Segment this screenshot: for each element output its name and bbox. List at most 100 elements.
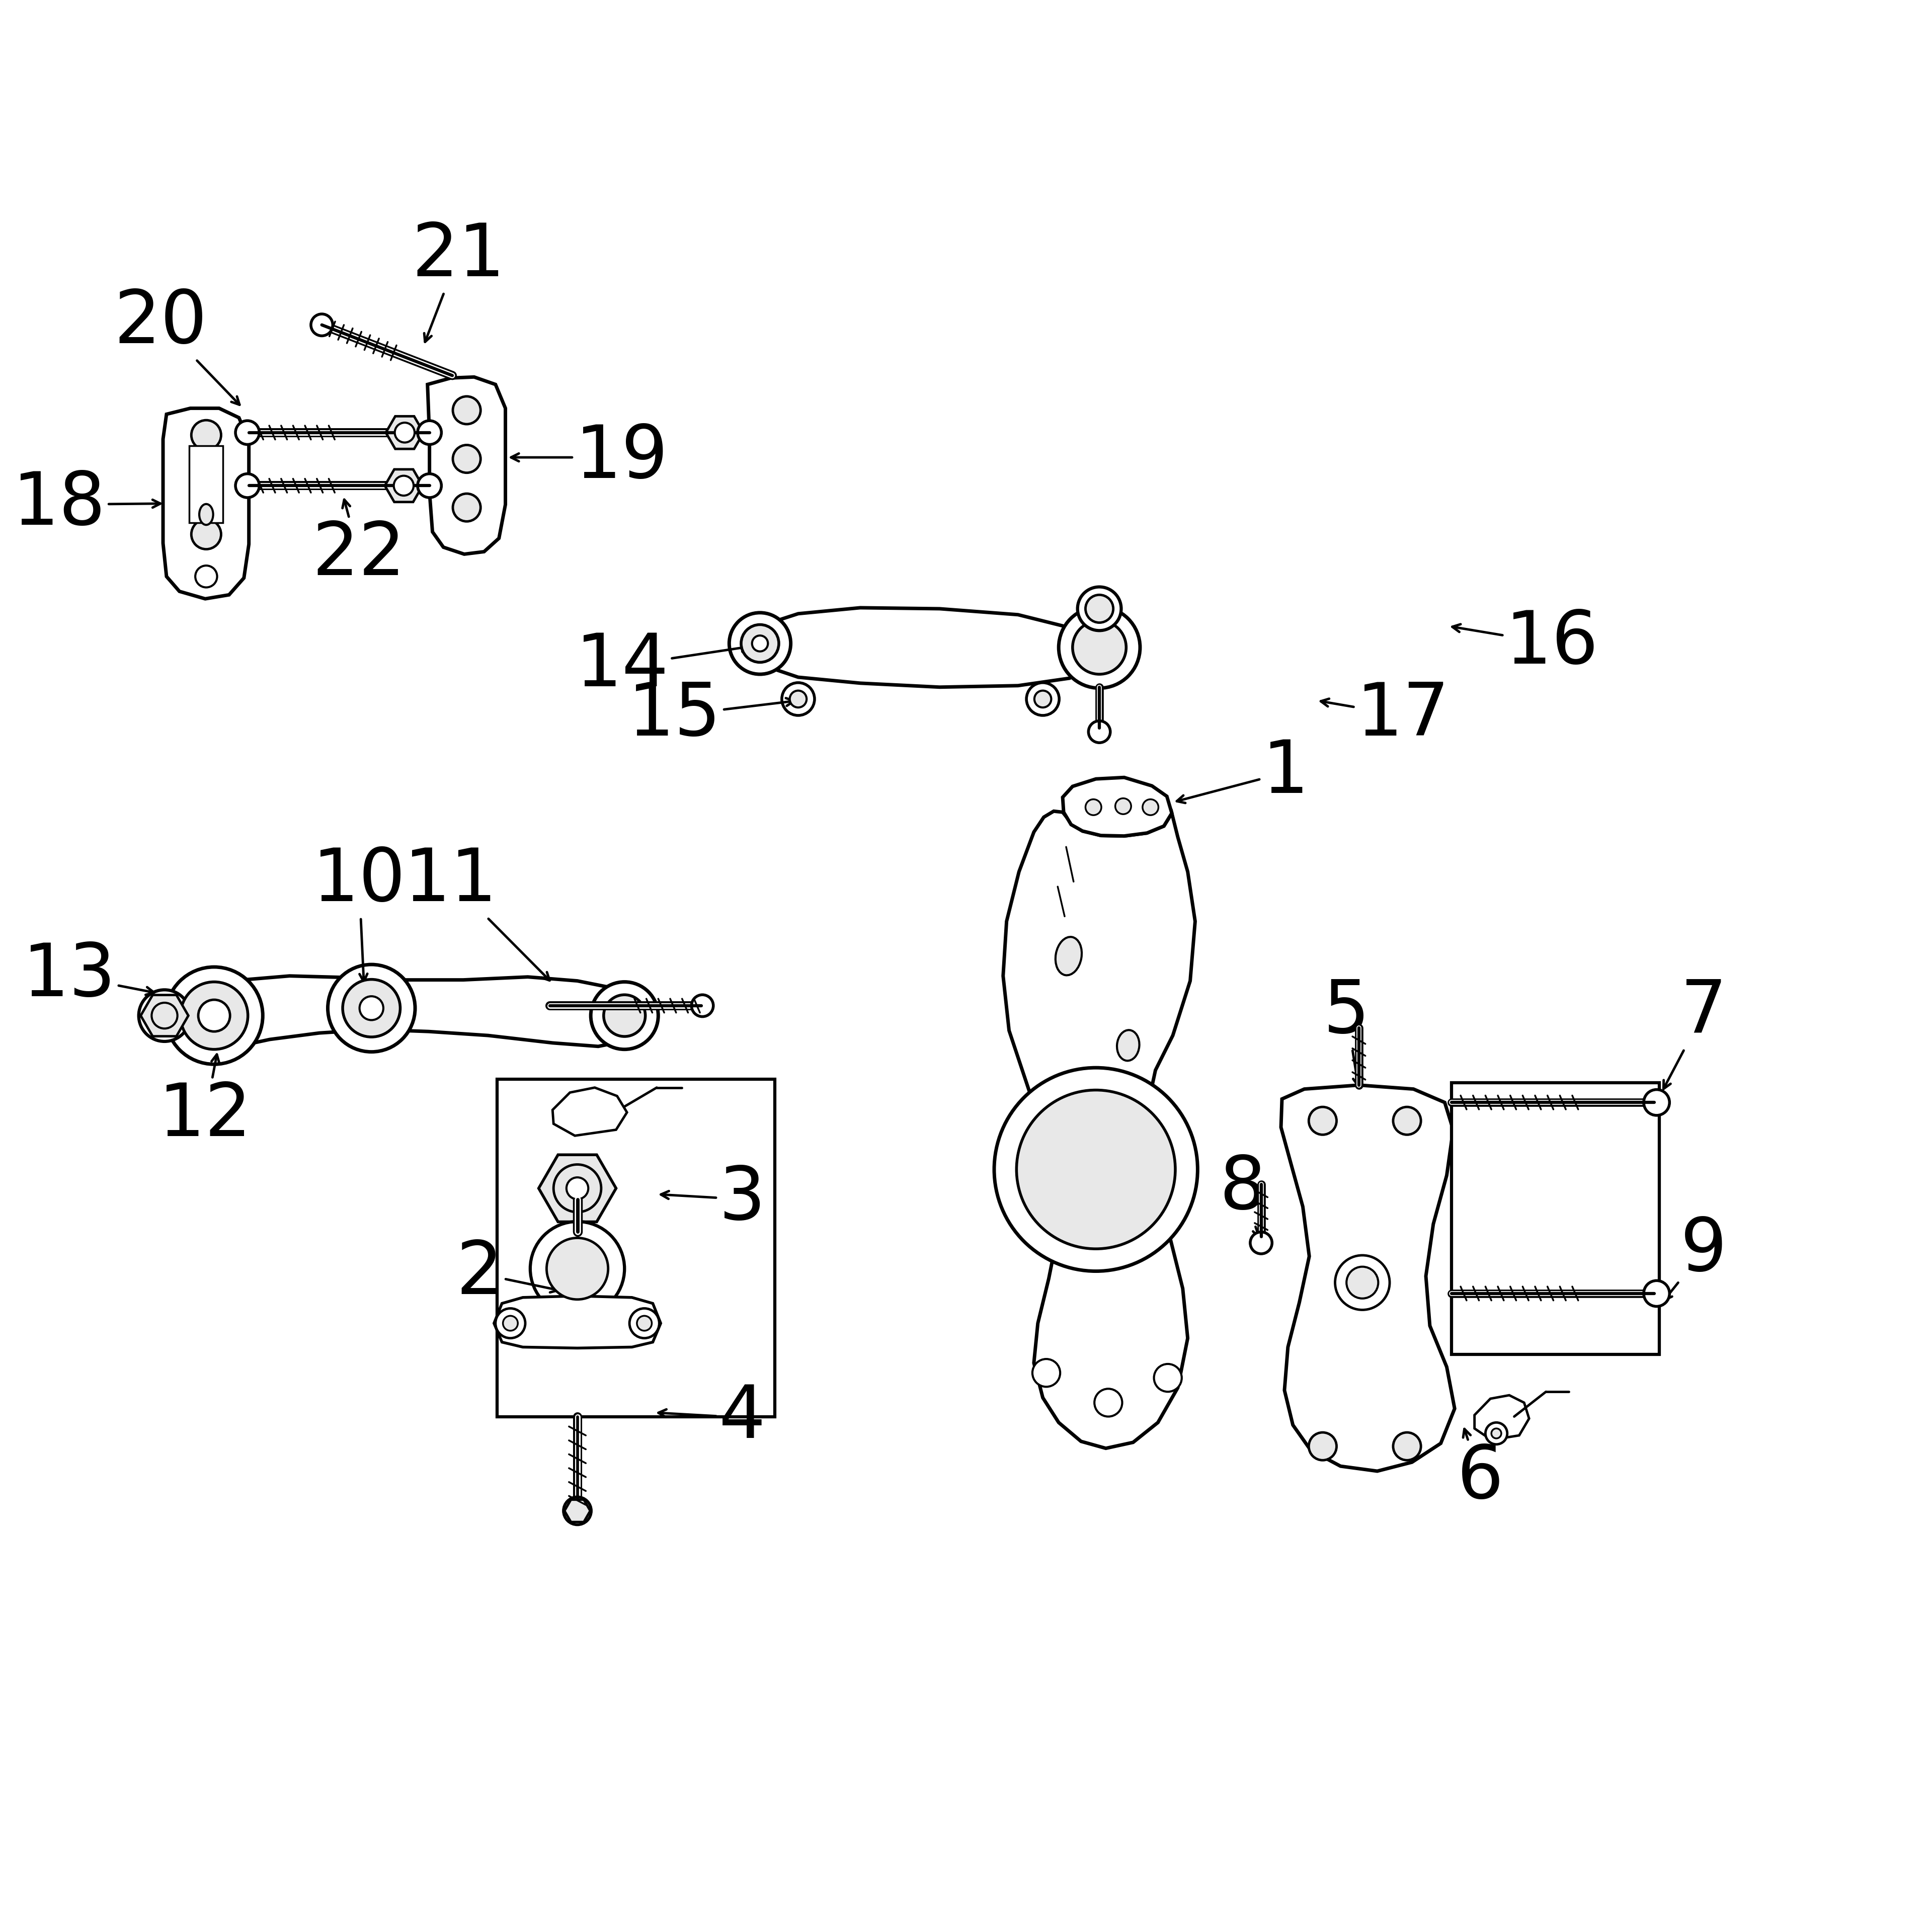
Circle shape xyxy=(782,682,815,715)
Circle shape xyxy=(1308,1432,1337,1461)
Circle shape xyxy=(564,1497,591,1524)
Text: 10: 10 xyxy=(313,846,406,981)
Text: 15: 15 xyxy=(628,680,794,752)
Polygon shape xyxy=(495,1296,661,1349)
Polygon shape xyxy=(162,408,249,599)
Polygon shape xyxy=(553,1088,628,1136)
Circle shape xyxy=(1078,587,1121,630)
Text: 2: 2 xyxy=(456,1238,558,1310)
Circle shape xyxy=(1142,800,1159,815)
Text: 6: 6 xyxy=(1457,1430,1503,1513)
Circle shape xyxy=(1032,1358,1061,1387)
Circle shape xyxy=(417,473,440,498)
Polygon shape xyxy=(1281,1086,1455,1470)
Circle shape xyxy=(1393,1432,1420,1461)
Circle shape xyxy=(452,493,481,522)
Polygon shape xyxy=(427,377,506,554)
Circle shape xyxy=(342,980,400,1037)
Circle shape xyxy=(180,981,247,1049)
Polygon shape xyxy=(539,1155,616,1221)
Circle shape xyxy=(1335,1256,1389,1310)
Polygon shape xyxy=(141,995,187,1036)
Circle shape xyxy=(417,421,440,444)
Text: 5: 5 xyxy=(1323,978,1370,1086)
Circle shape xyxy=(742,624,779,663)
Text: 21: 21 xyxy=(412,220,504,342)
Circle shape xyxy=(394,475,413,497)
Circle shape xyxy=(199,999,230,1032)
Circle shape xyxy=(1308,1107,1337,1134)
Bar xyxy=(189,446,222,524)
Ellipse shape xyxy=(1055,937,1082,976)
Circle shape xyxy=(236,473,259,498)
Circle shape xyxy=(692,995,713,1016)
Circle shape xyxy=(1347,1267,1378,1298)
Circle shape xyxy=(1094,1389,1122,1416)
Circle shape xyxy=(1644,1281,1669,1306)
Circle shape xyxy=(1492,1428,1501,1439)
Circle shape xyxy=(328,964,415,1051)
Text: 7: 7 xyxy=(1663,978,1727,1090)
Text: 20: 20 xyxy=(114,288,240,406)
Circle shape xyxy=(1086,800,1101,815)
Circle shape xyxy=(191,469,220,500)
Circle shape xyxy=(1644,1090,1669,1115)
Circle shape xyxy=(728,612,790,674)
Circle shape xyxy=(236,421,259,444)
Text: 3: 3 xyxy=(661,1163,765,1235)
Circle shape xyxy=(502,1316,518,1331)
Circle shape xyxy=(1088,721,1111,742)
Circle shape xyxy=(630,1308,659,1339)
Circle shape xyxy=(1072,620,1126,674)
Circle shape xyxy=(1034,690,1051,707)
Text: 16: 16 xyxy=(1453,609,1598,678)
Circle shape xyxy=(195,566,216,587)
Circle shape xyxy=(591,981,659,1049)
Circle shape xyxy=(566,1177,587,1200)
Circle shape xyxy=(1250,1233,1271,1254)
Text: 9: 9 xyxy=(1663,1215,1727,1300)
Polygon shape xyxy=(384,469,423,502)
Text: 4: 4 xyxy=(659,1381,765,1453)
Circle shape xyxy=(1115,798,1130,813)
Polygon shape xyxy=(195,976,647,1047)
Polygon shape xyxy=(564,1499,591,1522)
Text: 11: 11 xyxy=(404,846,549,980)
Text: 12: 12 xyxy=(158,1055,251,1151)
Circle shape xyxy=(1393,1107,1420,1134)
Circle shape xyxy=(603,995,645,1036)
Text: 19: 19 xyxy=(512,421,668,493)
Circle shape xyxy=(547,1238,609,1300)
Circle shape xyxy=(790,690,806,707)
Circle shape xyxy=(638,1316,651,1331)
Circle shape xyxy=(529,1221,624,1316)
Circle shape xyxy=(139,989,191,1041)
Circle shape xyxy=(1016,1090,1175,1248)
Text: 22: 22 xyxy=(313,500,406,591)
Circle shape xyxy=(752,636,767,651)
Circle shape xyxy=(311,315,332,336)
Text: 1: 1 xyxy=(1177,736,1308,808)
Circle shape xyxy=(1486,1422,1507,1445)
Circle shape xyxy=(452,396,481,425)
Text: 17: 17 xyxy=(1321,680,1449,752)
Circle shape xyxy=(394,423,415,442)
Text: 13: 13 xyxy=(23,941,155,1010)
Circle shape xyxy=(191,419,220,450)
Circle shape xyxy=(1086,595,1113,622)
Circle shape xyxy=(452,444,481,473)
Circle shape xyxy=(495,1308,526,1339)
Polygon shape xyxy=(386,415,423,448)
Polygon shape xyxy=(1003,811,1196,1449)
Circle shape xyxy=(554,1165,601,1211)
Polygon shape xyxy=(759,609,1092,688)
Circle shape xyxy=(151,1003,178,1028)
Ellipse shape xyxy=(1117,1030,1140,1061)
Circle shape xyxy=(359,997,383,1020)
Text: 8: 8 xyxy=(1219,1153,1265,1238)
Bar xyxy=(497,1080,775,1416)
Text: 18: 18 xyxy=(14,469,160,541)
Circle shape xyxy=(1026,682,1059,715)
Ellipse shape xyxy=(199,504,213,526)
Bar xyxy=(1451,1082,1660,1354)
